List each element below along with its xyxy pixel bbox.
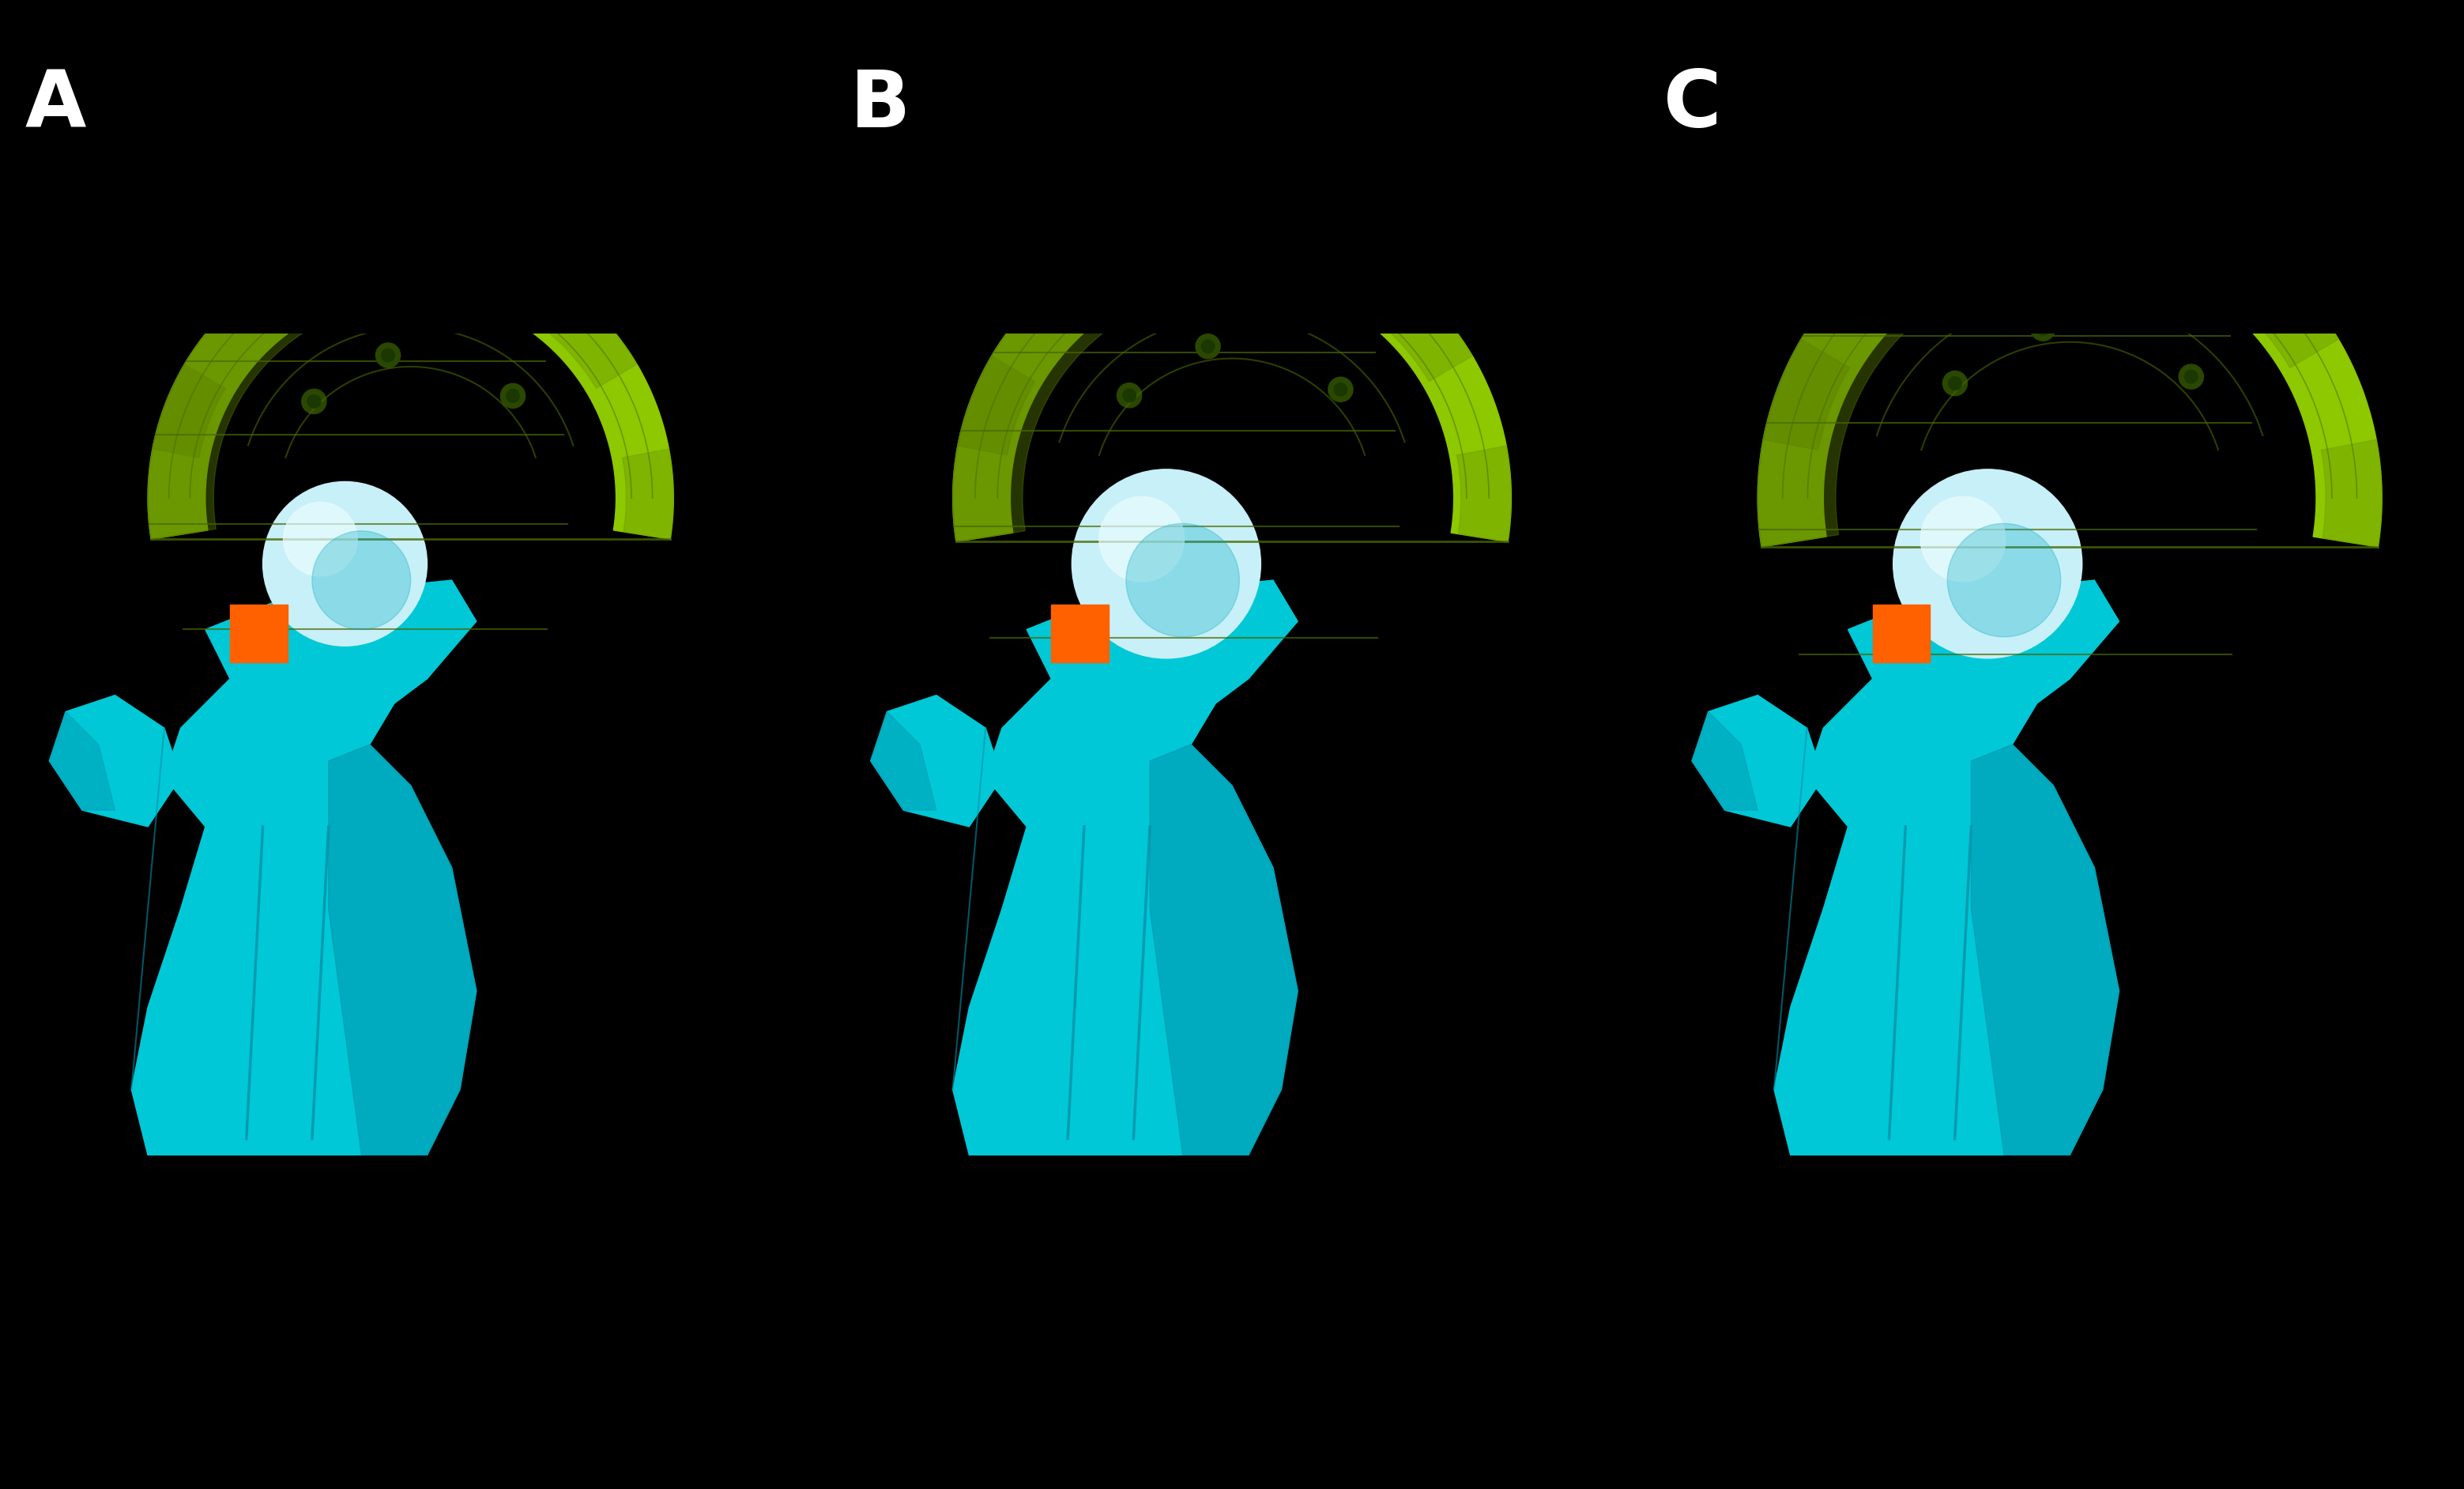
Polygon shape	[185, 295, 274, 389]
Text: B: B	[850, 67, 909, 143]
Polygon shape	[870, 712, 936, 810]
Circle shape	[1195, 334, 1220, 359]
Polygon shape	[1774, 679, 2119, 1155]
Circle shape	[308, 395, 320, 408]
Polygon shape	[1848, 581, 2119, 679]
Polygon shape	[153, 365, 224, 457]
Polygon shape	[1873, 605, 1929, 663]
Circle shape	[1099, 497, 1185, 582]
Polygon shape	[2070, 186, 2176, 258]
Circle shape	[1202, 339, 1215, 353]
Circle shape	[1949, 377, 1961, 390]
Polygon shape	[483, 250, 579, 332]
Circle shape	[2178, 365, 2203, 389]
Polygon shape	[2321, 439, 2383, 546]
Polygon shape	[547, 295, 636, 389]
Polygon shape	[596, 365, 668, 457]
Polygon shape	[244, 250, 338, 332]
Polygon shape	[205, 581, 476, 679]
Polygon shape	[958, 356, 1035, 456]
Polygon shape	[148, 448, 200, 539]
Polygon shape	[1308, 235, 1409, 322]
Circle shape	[2186, 371, 2198, 383]
Polygon shape	[323, 235, 411, 295]
Polygon shape	[229, 605, 288, 663]
Polygon shape	[49, 695, 180, 826]
Polygon shape	[1693, 695, 1823, 826]
Circle shape	[1072, 469, 1262, 658]
Circle shape	[1919, 497, 2006, 582]
Polygon shape	[623, 448, 673, 539]
Polygon shape	[1757, 186, 2119, 546]
Polygon shape	[870, 695, 1003, 826]
Circle shape	[313, 532, 411, 630]
Polygon shape	[49, 712, 116, 810]
Polygon shape	[1055, 235, 1156, 322]
Circle shape	[1126, 524, 1239, 637]
Circle shape	[1942, 371, 1966, 396]
Circle shape	[2030, 316, 2055, 341]
Polygon shape	[1693, 712, 1757, 810]
Circle shape	[264, 481, 426, 646]
Circle shape	[1947, 524, 2060, 637]
Circle shape	[375, 342, 399, 368]
Circle shape	[500, 384, 525, 408]
Polygon shape	[148, 235, 451, 539]
Polygon shape	[1764, 339, 1850, 450]
Polygon shape	[1429, 356, 1506, 456]
Circle shape	[1116, 383, 1141, 408]
Polygon shape	[131, 679, 476, 1155]
Polygon shape	[411, 235, 500, 295]
Polygon shape	[328, 744, 476, 1155]
Polygon shape	[1964, 186, 2070, 258]
Polygon shape	[2156, 204, 2269, 301]
Circle shape	[2035, 322, 2050, 335]
Polygon shape	[1027, 581, 1299, 679]
Polygon shape	[954, 219, 1276, 542]
Circle shape	[382, 348, 394, 362]
Circle shape	[301, 389, 325, 414]
Circle shape	[1328, 377, 1353, 402]
Circle shape	[1892, 469, 2082, 658]
Polygon shape	[1757, 439, 1818, 546]
Polygon shape	[954, 445, 1008, 542]
Circle shape	[283, 502, 357, 576]
Polygon shape	[1138, 219, 1232, 283]
Polygon shape	[1971, 744, 2119, 1155]
Polygon shape	[954, 219, 1510, 542]
Circle shape	[1124, 389, 1136, 402]
Polygon shape	[1870, 204, 1984, 301]
Polygon shape	[2232, 258, 2338, 368]
Polygon shape	[991, 283, 1087, 381]
Polygon shape	[1052, 605, 1109, 663]
Circle shape	[1333, 383, 1348, 396]
Polygon shape	[1377, 283, 1473, 381]
Polygon shape	[1801, 258, 1907, 368]
Polygon shape	[1456, 445, 1510, 542]
Polygon shape	[1151, 744, 1299, 1155]
Polygon shape	[1232, 219, 1326, 283]
Polygon shape	[954, 679, 1299, 1155]
Text: A: A	[25, 67, 86, 143]
Circle shape	[505, 389, 520, 402]
Text: C: C	[1663, 67, 1722, 143]
Polygon shape	[148, 235, 673, 539]
Polygon shape	[1757, 186, 2383, 546]
Polygon shape	[2289, 339, 2375, 450]
